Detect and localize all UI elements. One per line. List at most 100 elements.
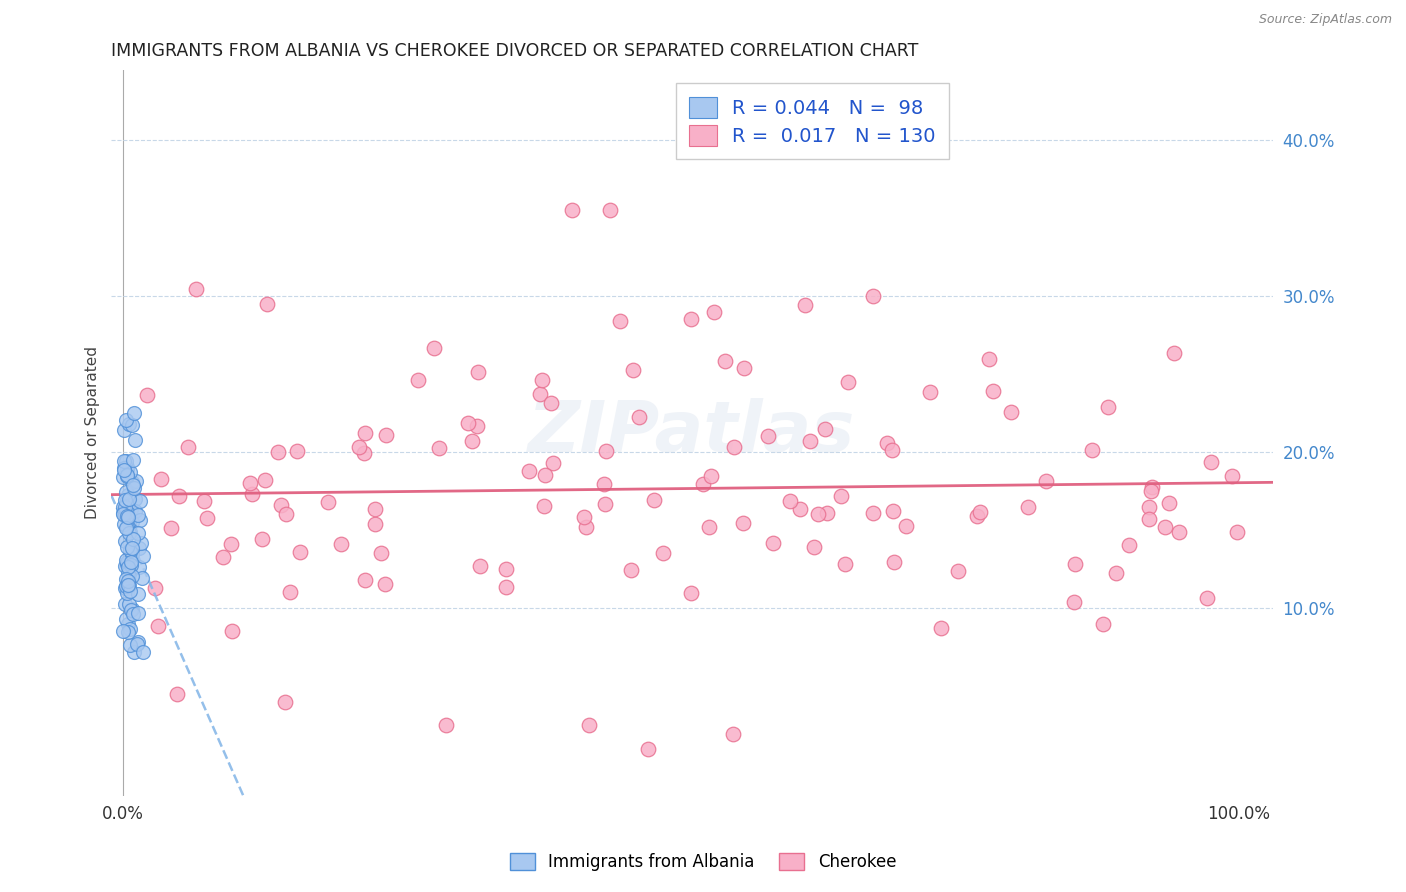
Point [114, 453, 136, 467]
Point [256, 297, 278, 311]
Point [643, 493, 665, 508]
Point [434, 718, 457, 732]
Point [270, 498, 292, 512]
Point [495, 580, 517, 594]
Point [121, 547, 143, 561]
Point [112, 460, 135, 475]
Point [114, 413, 136, 427]
Point [621, 363, 644, 377]
Point [1017, 500, 1039, 514]
Point [1064, 557, 1087, 571]
Point [363, 501, 385, 516]
Point [167, 489, 190, 503]
Point [1199, 455, 1222, 469]
Point [495, 562, 517, 576]
Point [529, 387, 551, 401]
Point [1167, 524, 1189, 539]
Point [882, 443, 904, 458]
Point [121, 607, 143, 621]
Point [1140, 483, 1163, 498]
Point [115, 460, 138, 475]
Point [1063, 594, 1085, 608]
Point [118, 562, 141, 576]
Point [121, 478, 143, 492]
Point [115, 579, 138, 593]
Point [112, 423, 135, 437]
Point [120, 502, 142, 516]
Point [115, 468, 138, 483]
Point [637, 742, 659, 756]
Point [120, 555, 142, 569]
Point [118, 524, 141, 539]
Point [122, 532, 145, 546]
Point [285, 443, 308, 458]
Point [593, 477, 616, 491]
Point [374, 577, 396, 591]
Point [117, 574, 139, 589]
Point [121, 601, 143, 615]
Point [250, 532, 273, 546]
Point [599, 203, 621, 218]
Point [467, 365, 489, 379]
Point [762, 536, 785, 550]
Point [834, 557, 856, 571]
Point [117, 540, 139, 554]
Point [114, 597, 136, 611]
Point [465, 418, 488, 433]
Point [541, 456, 564, 470]
Point [329, 537, 352, 551]
Point [288, 545, 311, 559]
Point [593, 497, 616, 511]
Point [122, 482, 145, 496]
Point [115, 462, 138, 476]
Point [143, 581, 166, 595]
Point [117, 566, 139, 580]
Point [652, 546, 675, 560]
Point [977, 351, 1000, 366]
Point [112, 517, 135, 532]
Point [1222, 469, 1244, 483]
Point [115, 509, 138, 524]
Point [117, 585, 139, 599]
Point [128, 560, 150, 574]
Point [177, 440, 200, 454]
Point [120, 584, 142, 599]
Point [700, 469, 723, 483]
Point [578, 718, 600, 732]
Point [184, 282, 207, 296]
Point [731, 516, 754, 531]
Point [129, 536, 152, 550]
Point [267, 445, 290, 459]
Point [517, 464, 540, 478]
Point [894, 518, 917, 533]
Point [111, 507, 134, 521]
Point [1035, 474, 1057, 488]
Point [969, 505, 991, 519]
Point [127, 525, 149, 540]
Point [114, 581, 136, 595]
Point [128, 493, 150, 508]
Point [240, 487, 263, 501]
Point [122, 406, 145, 420]
Point [882, 504, 904, 518]
Point [125, 474, 148, 488]
Point [117, 488, 139, 502]
Point [115, 572, 138, 586]
Point [118, 465, 141, 479]
Point [427, 441, 450, 455]
Point [862, 289, 884, 303]
Point [364, 517, 387, 532]
Point [121, 569, 143, 583]
Point [789, 502, 811, 516]
Point [929, 621, 952, 635]
Point [609, 314, 631, 328]
Legend: Immigrants from Albania, Cherokee: Immigrants from Albania, Cherokee [502, 845, 904, 880]
Point [981, 384, 1004, 398]
Point [120, 603, 142, 617]
Point [457, 417, 479, 431]
Point [212, 550, 235, 565]
Point [160, 521, 183, 535]
Point [815, 506, 838, 520]
Point [115, 612, 138, 626]
Point [1081, 442, 1104, 457]
